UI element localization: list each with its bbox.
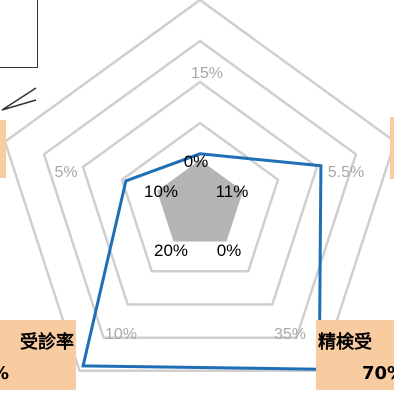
category-label-bottom-right: 精検受 70% — [316, 320, 394, 390]
inner-label-right: 11% — [216, 182, 249, 201]
ring-label-left: 5% — [54, 164, 77, 181]
category-title-bottom-right: 精検受 — [318, 332, 372, 353]
category-label-left-cropped — [0, 120, 6, 178]
category-label-right-cropped — [390, 117, 394, 179]
category-title-bottom-left: 受診率 — [20, 332, 74, 353]
grid-ring-4 — [42, 39, 358, 339]
inner-series-area — [157, 159, 243, 242]
category-value-bottom-right: 70% — [362, 363, 394, 384]
grid-ring-3 — [81, 80, 319, 306]
inner-label-bottom-right: 0% — [217, 241, 242, 260]
grid-rings — [3, 0, 394, 373]
outer-series-line — [81, 152, 323, 371]
ring-label-bottom-left: 10% — [105, 326, 137, 343]
inner-label-bottom-left: 20% — [154, 241, 188, 260]
callout-box — [0, 0, 38, 68]
category-label-bottom-left: 受診率 % — [0, 320, 76, 390]
ring-label-right: 5.5% — [328, 164, 364, 181]
ring-label-bottom-right: 35% — [274, 326, 306, 343]
ring-label-top: 15% — [191, 65, 223, 82]
inner-label-top: 0% — [184, 152, 209, 171]
inner-label-left: 10% — [144, 182, 178, 201]
category-value-bottom-left: % — [0, 363, 9, 384]
grid-ring-2 — [120, 121, 280, 273]
grid-ring-5 — [3, 0, 394, 373]
callout-pointer — [1, 87, 37, 111]
